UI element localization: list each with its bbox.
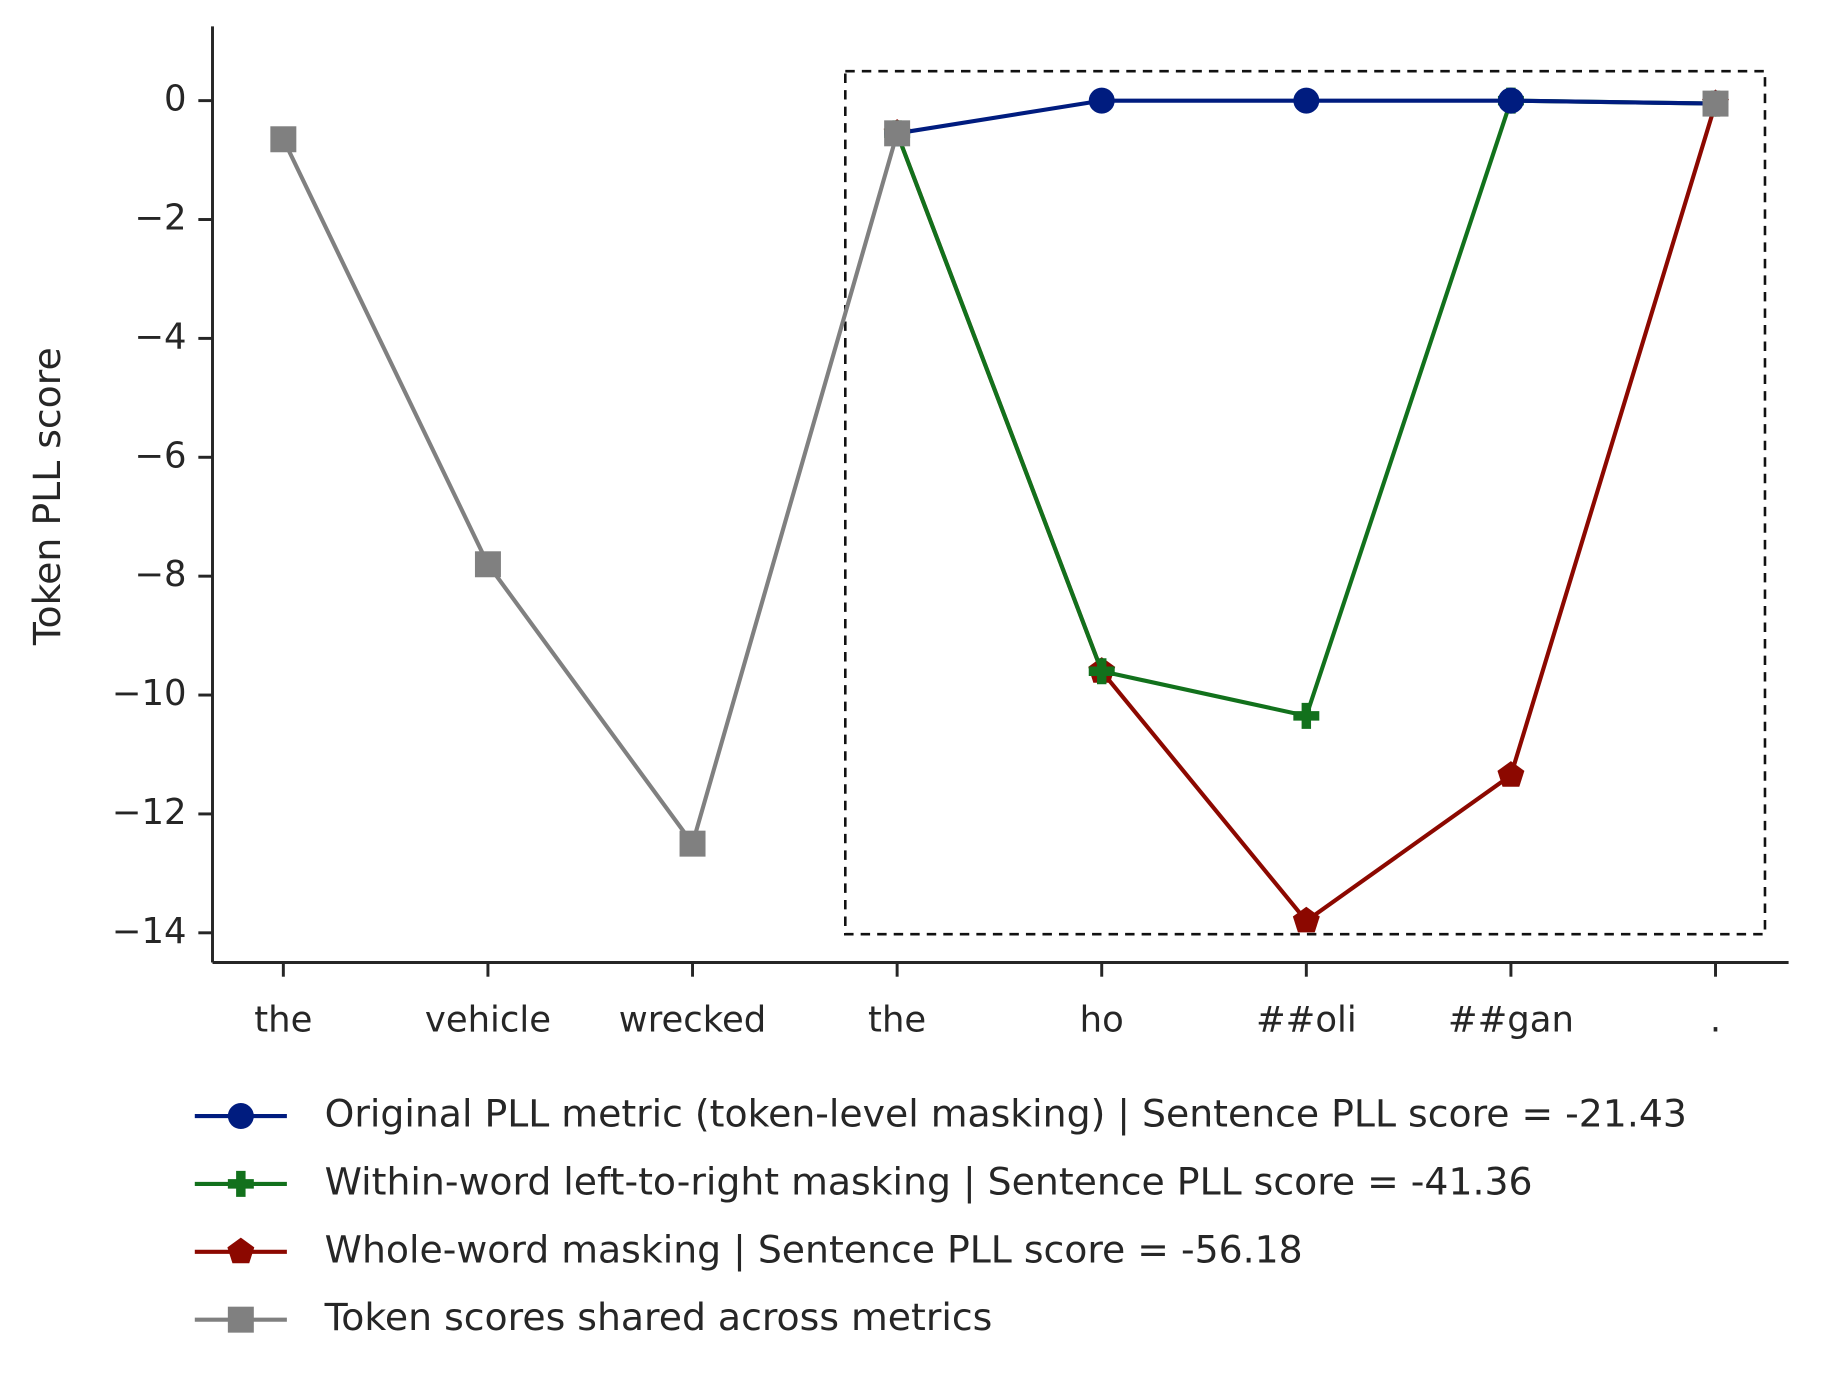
marker: [474, 551, 501, 578]
x-tick-label: .: [1710, 1000, 1721, 1041]
marker: [1292, 906, 1320, 933]
x-tick-label: the: [868, 1000, 926, 1041]
series-line: [895, 102, 1718, 924]
marker: [1497, 87, 1524, 114]
y-tick-label: 0: [164, 79, 187, 120]
marker: [1702, 90, 1729, 117]
marker: [1497, 761, 1525, 787]
y-tick-label: −2: [134, 198, 186, 239]
legend-label: Token scores shared across metrics: [324, 1295, 993, 1339]
series-line: [283, 104, 1715, 844]
x-tick-label: ho: [1080, 1000, 1124, 1041]
highlight-box: [844, 69, 1767, 936]
marker: [679, 830, 706, 857]
marker: [227, 1237, 255, 1264]
x-tick-label: ##oli: [1256, 1000, 1357, 1041]
x-tick-label: wrecked: [619, 1000, 767, 1041]
marker: [1293, 702, 1320, 729]
y-tick-label: −12: [112, 792, 187, 833]
legend-label: Whole-word masking | Sentence PLL score …: [325, 1227, 1303, 1272]
marker: [1293, 87, 1320, 114]
marker: [227, 1306, 254, 1333]
x-tick-label: vehicle: [425, 1000, 551, 1041]
marker: [1088, 658, 1115, 685]
legend-label: Original PLL metric (token-level masking…: [325, 1092, 1687, 1137]
y-tick-label: −8: [134, 554, 186, 595]
marker: [884, 120, 911, 147]
y-tick-label: −10: [112, 673, 187, 714]
series: [270, 90, 1729, 857]
marker: [227, 1103, 254, 1129]
series: [883, 89, 1729, 933]
x-tick-label: ##gan: [1448, 1000, 1574, 1041]
marker: [227, 1170, 254, 1197]
y-tick-label: −4: [134, 316, 186, 357]
series: [884, 87, 1729, 147]
marker: [270, 126, 297, 153]
y-tick-label: −6: [134, 435, 186, 476]
y-tick-label: −14: [112, 911, 187, 952]
y-axis-label: Token PLL score: [25, 347, 69, 646]
marker: [1088, 87, 1115, 114]
legend-label: Within-word left-to-right masking | Sent…: [325, 1159, 1533, 1204]
series: [884, 87, 1729, 729]
series-line: [895, 98, 1716, 719]
x-tick-label: the: [254, 1000, 312, 1041]
